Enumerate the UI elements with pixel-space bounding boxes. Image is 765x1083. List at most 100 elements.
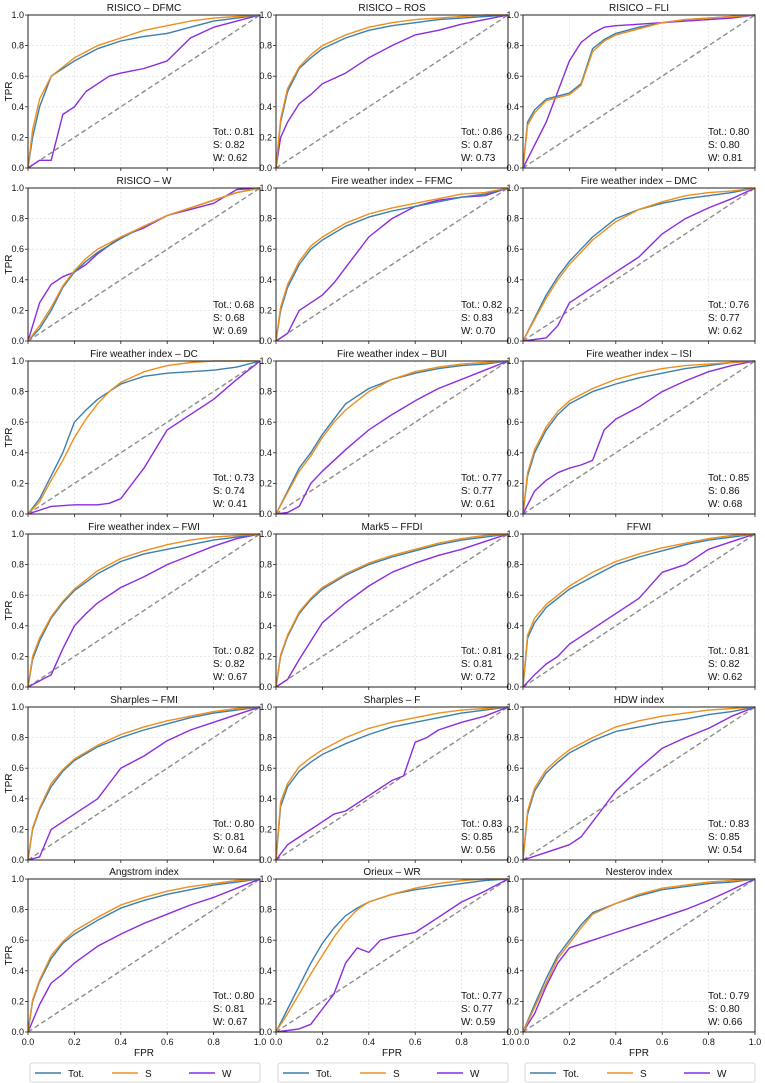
auc-label: Tot.: 0.76 xyxy=(708,300,750,311)
legend-label: Tot. xyxy=(68,1069,84,1080)
auc-label: W: 0.66 xyxy=(708,1017,743,1028)
ytick-label: 0.4 xyxy=(506,794,519,804)
roc-panel: Orieux – WR 0.0 0.2 0.4 0.6 0.8 1.0 0.0 0.2 0.4 0.… xyxy=(259,867,514,1059)
ytick-label: 1.0 xyxy=(11,874,24,884)
chance-diagonal xyxy=(27,706,261,861)
ytick-label: 0.6 xyxy=(259,590,272,600)
ytick-label: 0.4 xyxy=(11,448,24,458)
panel-title: Fire weather index – DMC xyxy=(581,176,697,187)
roc-line-w xyxy=(522,533,756,688)
xtick-label: 0.4 xyxy=(610,1037,623,1047)
axes-frame xyxy=(522,14,756,169)
ytick-label: 0.6 xyxy=(259,71,272,81)
axes-frame xyxy=(275,533,509,688)
legend-box xyxy=(277,1062,509,1083)
chance-diagonal xyxy=(522,14,756,169)
ytick-label: 0.4 xyxy=(506,448,519,458)
roc-line-tot xyxy=(275,360,509,515)
roc-line-w xyxy=(275,360,509,515)
ytick-label: 0.8 xyxy=(259,387,272,397)
ytick-label: 0.6 xyxy=(11,71,24,81)
xtick-label: 0.6 xyxy=(656,1037,669,1047)
auc-label: Tot.: 0.77 xyxy=(461,473,503,484)
axes-frame xyxy=(522,878,756,1033)
ylabel: TPR xyxy=(4,946,15,966)
ytick-label: 0.6 xyxy=(11,417,24,427)
roc-panel: RISICO – FLI 0.0 0.2 0.4 0.6 0.8 1.0 Tot.: 0.80… xyxy=(506,3,756,173)
ytick-label: 0.4 xyxy=(11,275,24,285)
auc-label: Tot.: 0.85 xyxy=(708,473,750,484)
ytick-label: 0.2 xyxy=(259,132,272,142)
ytick-label: 0.8 xyxy=(259,214,272,224)
auc-label: Tot.: 0.80 xyxy=(708,127,750,138)
auc-label: W: 0.67 xyxy=(213,1017,248,1028)
legend-box xyxy=(29,1062,261,1083)
ytick-label: 0.0 xyxy=(506,509,519,519)
roc-panel: RISICO – ROS 0.0 0.2 0.4 0.6 0.8 1.0 Tot.: 0.86… xyxy=(259,3,509,173)
ytick-label: 0.8 xyxy=(11,733,24,743)
auc-label: S: 0.68 xyxy=(213,313,245,324)
ytick-label: 0.8 xyxy=(506,214,519,224)
auc-label: Tot.: 0.86 xyxy=(461,127,503,138)
ytick-label: 1.0 xyxy=(506,529,519,539)
roc-panel: Fire weather index – FWI 0.0 0.2 0.4 0.6 0.8 1… xyxy=(4,522,261,692)
roc-panel: RISICO – DFMC 0.0 0.2 0.4 0.6 0.8 1.0 TPR Tot.: … xyxy=(4,3,261,173)
ylabel: TPR xyxy=(4,82,15,102)
xtick-label: 0.0 xyxy=(22,1037,35,1047)
ytick-label: 0.8 xyxy=(506,41,519,51)
auc-label: S: 0.74 xyxy=(213,486,245,497)
chance-diagonal xyxy=(522,706,756,861)
ytick-label: 0.2 xyxy=(11,478,24,488)
chance-diagonal xyxy=(27,533,261,688)
panel-title: Nesterov index xyxy=(606,867,673,878)
auc-label: W: 0.72 xyxy=(461,672,496,683)
ytick-label: 0.2 xyxy=(506,996,519,1006)
ytick-label: 0.2 xyxy=(259,996,272,1006)
ytick-label: 1.0 xyxy=(506,356,519,366)
ytick-label: 0.8 xyxy=(11,905,24,915)
ytick-label: 0.4 xyxy=(11,102,24,112)
legend-box xyxy=(524,1062,756,1083)
ytick-label: 0.6 xyxy=(506,71,519,81)
roc-line-w xyxy=(522,706,756,861)
chance-diagonal xyxy=(27,878,261,1033)
xtick-label: 0.2 xyxy=(316,1037,329,1047)
auc-label: Tot.: 0.83 xyxy=(461,819,503,830)
ytick-label: 0.2 xyxy=(11,824,24,834)
ytick-label: 0.8 xyxy=(259,560,272,570)
legend-label: S xyxy=(640,1069,647,1080)
auc-label: S: 0.77 xyxy=(461,486,493,497)
ylabel: TPR xyxy=(4,601,15,621)
ytick-label: 0.6 xyxy=(259,935,272,945)
axes-frame xyxy=(27,533,261,688)
auc-label: Tot.: 0.83 xyxy=(708,819,750,830)
roc-line-tot xyxy=(27,14,261,169)
roc-line-tot xyxy=(27,533,261,688)
roc-line-w xyxy=(27,14,261,169)
legend: Tot. S W xyxy=(29,1062,261,1083)
panel-title: RISICO – ROS xyxy=(358,3,426,14)
ytick-label: 0.8 xyxy=(506,733,519,743)
auc-label: Tot.: 0.80 xyxy=(213,819,255,830)
auc-label: Tot.: 0.77 xyxy=(461,991,503,1002)
roc-panel: Mark5 – FFDI 0.0 0.2 0.4 0.6 0.8 1.0 Tot.: 0.81… xyxy=(259,522,509,692)
auc-label: S: 0.82 xyxy=(213,140,245,151)
roc-panel: Fire weather index – DMC 0.0 0.2 0.4 0.6 0.8 1… xyxy=(506,176,756,346)
ytick-label: 0.0 xyxy=(506,336,519,346)
ytick-label: 1.0 xyxy=(11,10,24,20)
panel-title: Sharples – F xyxy=(364,695,421,706)
roc-line-s xyxy=(275,533,509,688)
roc-line-tot xyxy=(275,706,509,861)
auc-label: S: 0.82 xyxy=(213,659,245,670)
roc-line-s xyxy=(27,14,261,169)
auc-label: W: 0.62 xyxy=(213,153,248,164)
axes-frame xyxy=(275,706,509,861)
ytick-label: 0.0 xyxy=(506,1027,519,1037)
ytick-label: 0.6 xyxy=(259,417,272,427)
ytick-label: 0.8 xyxy=(259,733,272,743)
ytick-label: 0.0 xyxy=(11,163,24,173)
auc-label: W: 0.64 xyxy=(213,845,248,856)
roc-line-s xyxy=(27,706,261,861)
axes-frame xyxy=(275,187,509,342)
